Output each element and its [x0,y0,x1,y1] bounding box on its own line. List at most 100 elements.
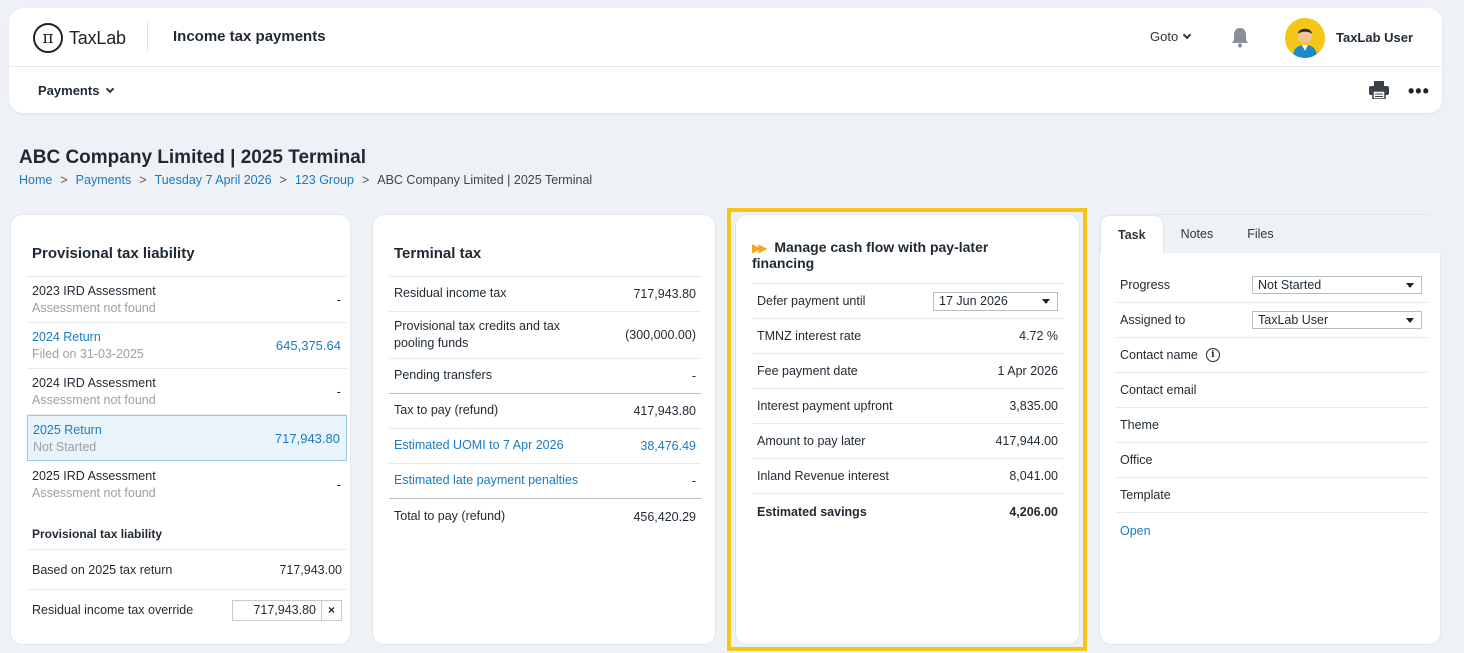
row-value: 1 Apr 2026 [997,364,1058,378]
row-label: Based on 2025 tax return [32,562,173,577]
notification-bell-icon[interactable] [1230,26,1250,48]
override-input[interactable]: 717,943.80 × [232,599,342,621]
row-label: Residual income tax override [32,603,194,617]
more-options-icon[interactable]: ••• [1408,81,1430,101]
breadcrumb-payments[interactable]: Payments [75,173,132,187]
goto-menu[interactable]: Goto [1150,29,1192,44]
tab-bar: Task Notes Files [1100,215,1441,253]
task-panel: Task Notes Files Progress Not Started As… [1099,214,1441,645]
select-value: TaxLab User [1258,313,1329,327]
tab-files[interactable]: Files [1247,227,1274,241]
progress-select[interactable]: Not Started [1252,276,1422,294]
tab-task[interactable]: Task [1100,215,1164,253]
field-label: Assigned to [1120,313,1186,327]
breadcrumb-separator: > [279,173,287,187]
defer-date-select[interactable]: 17 Jun 2026 [933,291,1058,311]
logo-text: TaxLab [69,27,126,48]
row-label: Interest payment upfront [757,399,893,413]
row-label-link[interactable]: Estimated late payment penalties [394,473,579,488]
progress-row: Progress Not Started [1115,268,1428,303]
list-item[interactable]: 2023 IRD Assessment Assessment not found… [27,277,347,323]
card-title: Provisional tax liability [32,245,195,262]
contact-email-row: Contact email [1115,373,1428,408]
provisional-tax-card: Provisional tax liability 2023 IRD Asses… [10,214,351,645]
print-icon[interactable] [1369,81,1389,99]
row-value: - [691,369,696,383]
theme-row: Theme [1115,408,1428,443]
table-row: Interest payment upfront 3,835.00 [752,389,1064,424]
table-row: Pending transfers - [389,359,701,394]
template-row: Template [1115,478,1428,513]
provisional-list: 2023 IRD Assessment Assessment not found… [27,276,347,507]
item-value[interactable]: 645,375.64 [275,338,341,353]
item-status: Filed on 31-03-2025 [32,347,144,361]
user-name[interactable]: TaxLab User [1336,30,1414,45]
office-row: Office [1115,443,1428,478]
row-label-link[interactable]: Estimated UOMI to 7 Apr 2026 [394,438,564,453]
item-label[interactable]: 2025 Return [33,422,102,437]
list-item[interactable]: 2024 Return Filed on 31-03-2025 645,375.… [27,323,347,369]
payments-menu[interactable]: Payments [38,83,115,98]
breadcrumb-separator: > [139,173,147,187]
item-value: - [336,384,341,399]
logo[interactable]: π TaxLab [33,23,126,53]
breadcrumb-separator: > [361,173,370,187]
defer-row: Defer payment until 17 Jun 2026 [752,284,1064,319]
task-fields: Progress Not Started Assigned to TaxLab … [1115,268,1428,548]
avatar[interactable] [1285,18,1325,58]
table-row: Provisional tax credits and tax pooling … [389,312,701,359]
row-label: Pending transfers [394,368,492,383]
open-row: Open [1115,513,1428,548]
row-label: Provisional tax credits and tax pooling … [394,318,561,351]
row-value: - [691,474,696,488]
table-row: Total to pay (refund) 456,420.29 [389,499,701,534]
breadcrumb-group[interactable]: 123 Group [294,173,354,187]
row-label: Total to pay (refund) [394,508,506,523]
chevron-down-icon [1182,30,1192,39]
contact-name-row: Contact name i [1115,338,1428,373]
table-row: Inland Revenue interest 8,041.00 [752,459,1064,494]
table-row[interactable]: Estimated UOMI to 7 Apr 2026 38,476.49 [389,429,701,464]
table-row: TMNZ interest rate 4.72 % [752,319,1064,354]
row-value[interactable]: 38,476.49 [640,439,696,453]
select-value: Not Started [1258,278,1322,292]
top-bar: π TaxLab Income tax payments Goto TaxLab… [9,8,1442,113]
open-link[interactable]: Open [1120,523,1151,538]
clear-icon[interactable]: × [321,600,341,620]
fast-forward-icon: ▶▶ [752,241,768,255]
breadcrumb-home[interactable]: Home [19,173,53,187]
table-row[interactable]: Estimated late payment penalties - [389,464,701,499]
list-item[interactable]: 2024 IRD Assessment Assessment not found… [27,369,347,415]
list-item[interactable]: 2025 IRD Assessment Assessment not found… [27,461,347,507]
override-row: Residual income tax override 717,943.80 … [27,590,347,630]
info-icon[interactable]: i [1205,348,1220,362]
item-label: 2023 IRD Assessment [32,284,156,298]
item-status: Assessment not found [32,301,156,315]
list-item-selected[interactable]: 2025 Return Not Started 717,943.80 [27,415,347,461]
card-title: Terminal tax [394,245,482,262]
breadcrumb-separator: > [60,173,68,187]
row-label: Amount to pay later [757,434,866,448]
item-value: - [336,476,341,492]
item-value[interactable]: 717,943.80 [274,430,340,446]
goto-label: Goto [1150,29,1179,44]
override-value[interactable]: 717,943.80 [253,603,316,617]
caret-down-icon [1406,317,1414,323]
row-value: 4.72 % [1019,329,1058,343]
assigned-select[interactable]: TaxLab User [1252,311,1422,329]
table-row: Amount to pay later 417,944.00 [752,424,1064,459]
terminal-tax-card: Terminal tax Residual income tax 717,943… [372,214,716,645]
row-label: Inland Revenue interest [757,469,890,483]
tab-notes[interactable]: Notes [1180,227,1214,241]
row-value: 456,420.29 [633,509,696,524]
savings-row: Estimated savings 4,206.00 [752,494,1064,529]
divider [147,22,148,52]
card-title-text: Manage cash flow with pay-later financin… [752,239,989,271]
field-label: Office [1120,453,1153,467]
item-label[interactable]: 2024 Return [32,330,101,344]
breadcrumb-date[interactable]: Tuesday 7 April 2026 [154,173,272,187]
item-value: - [336,292,341,307]
row-value: 4,206.00 [1009,504,1058,519]
terminal-list: Residual income tax 717,943.80 Provision… [389,276,701,534]
assigned-row: Assigned to TaxLab User [1115,303,1428,338]
